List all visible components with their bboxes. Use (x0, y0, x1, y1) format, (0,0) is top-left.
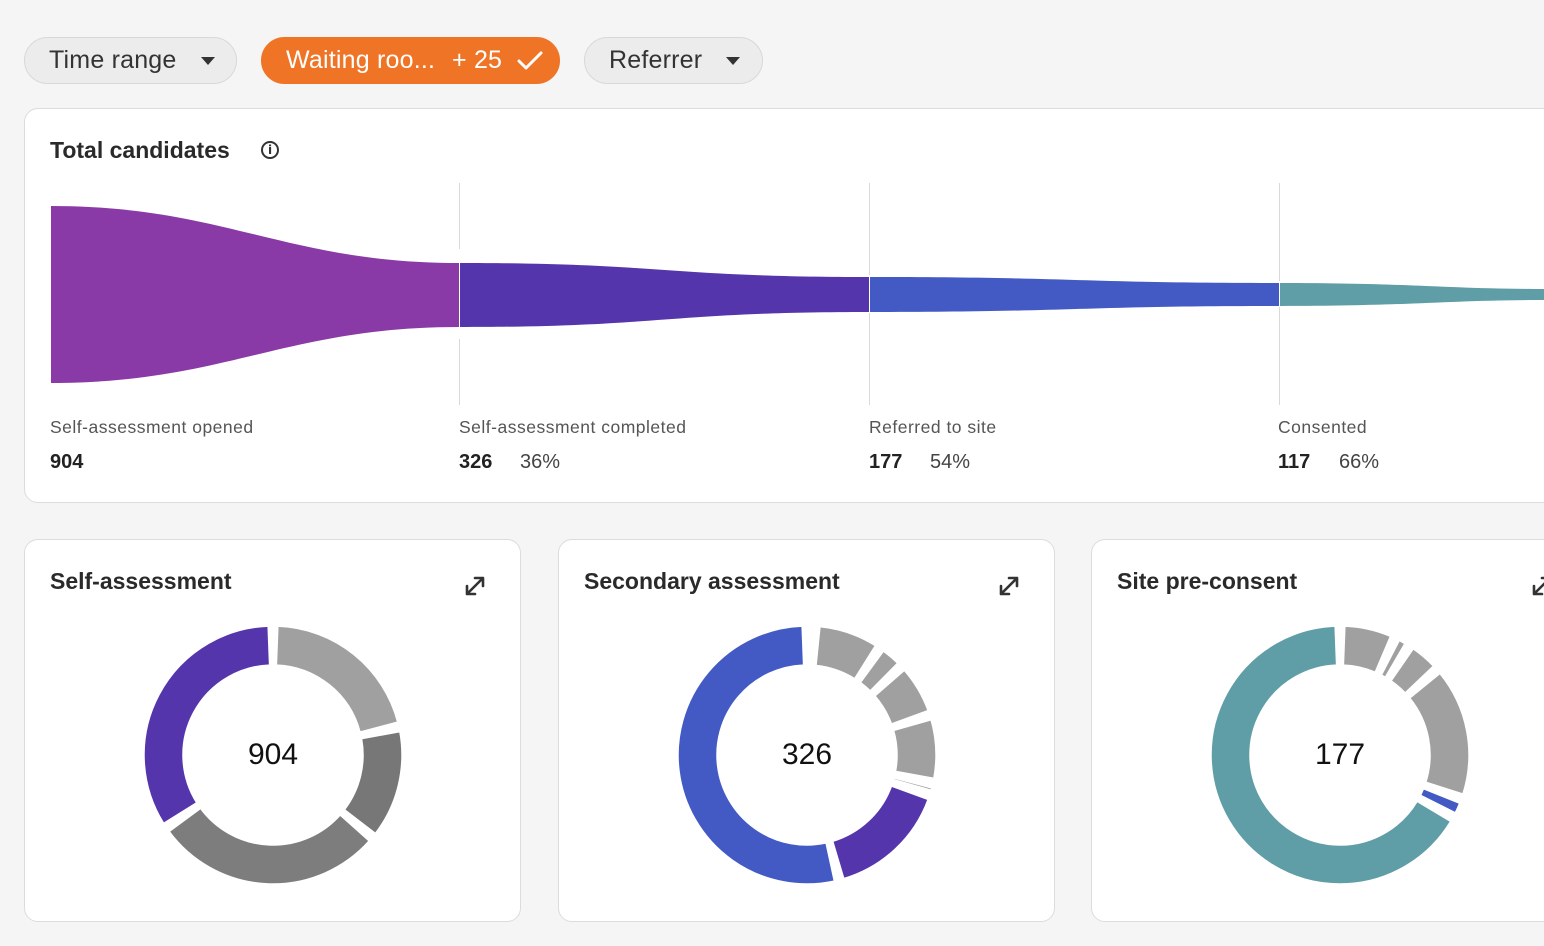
stage-percentage: 36% (520, 451, 561, 473)
referrer-filter[interactable]: Referrer (584, 37, 763, 84)
funnel-segment-opened (51, 206, 459, 383)
donut-total: 904 (247, 738, 299, 771)
donut-slice-2[interactable] (168, 807, 371, 885)
donut-slice-1[interactable] (343, 730, 403, 835)
funnel-segment-referred (870, 277, 1279, 312)
stage-count: 177 (869, 451, 903, 473)
funnel-chart (51, 183, 1544, 405)
donut-slice-1[interactable] (815, 625, 877, 680)
funnel-segment-consented (1280, 283, 1544, 306)
waiting-room-extra-count: + 25 (452, 46, 503, 74)
time-range-label: Time range (49, 46, 177, 74)
donut-chart (1210, 625, 1470, 885)
funnel-title: Total candidates (50, 137, 230, 163)
time-range-filter[interactable]: Time range (24, 37, 237, 84)
donut-slice-5[interactable] (1210, 625, 1452, 885)
stage-label: Consented (1278, 417, 1368, 437)
donut-slice-4[interactable] (892, 718, 937, 780)
site-pre-consent-card: Site pre-consent 177 (1091, 539, 1544, 922)
stage-percentage: 54% (930, 451, 971, 473)
stage-percentage: 66% (1339, 451, 1380, 473)
expand-icon[interactable] (1528, 572, 1544, 600)
expand-icon[interactable] (461, 572, 489, 600)
donut-slice-2[interactable] (1390, 647, 1435, 695)
donut-slice-4[interactable] (1419, 787, 1461, 814)
stage-count: 117 (1278, 451, 1311, 473)
donut-chart (143, 625, 403, 885)
expand-icon[interactable] (995, 572, 1023, 600)
stage-count: 326 (459, 451, 493, 473)
chevron-down-icon (201, 57, 215, 65)
donut-slice-3[interactable] (143, 625, 271, 825)
stage-label: Referred to site (869, 417, 997, 437)
card-title: Site pre-consent (1117, 568, 1298, 594)
self-assessment-card: Self-assessment 904 (24, 539, 521, 922)
stage-label: Self-assessment opened (50, 417, 254, 437)
card-title: Self-assessment (50, 568, 232, 594)
card-title: Secondary assessment (584, 568, 840, 594)
check-icon (517, 51, 543, 70)
donut-total: 177 (1314, 738, 1366, 771)
donut-total: 326 (781, 738, 833, 771)
waiting-room-filter[interactable]: Waiting roo... + 25 (261, 37, 560, 84)
donut-slice-1[interactable] (1380, 639, 1406, 679)
donut-slice-3[interactable] (873, 669, 930, 725)
donut-slice-7[interactable] (677, 625, 836, 885)
donut-slice-5[interactable] (892, 777, 933, 792)
donut-slice-0[interactable] (1342, 625, 1392, 674)
donut-slice-6[interactable] (831, 785, 930, 880)
donut-slice-3[interactable] (1408, 672, 1470, 796)
total-candidates-card: Total candidates i Self-assessment opene… (24, 108, 1544, 503)
stage-count: 904 (50, 451, 84, 473)
info-icon[interactable]: i (261, 141, 279, 159)
referrer-label: Referrer (609, 46, 703, 74)
waiting-room-label: Waiting roo... (286, 46, 436, 74)
funnel-segment-completed (460, 263, 869, 327)
donut-chart (677, 625, 937, 885)
chevron-down-icon (726, 57, 740, 65)
donut-slice-2[interactable] (859, 650, 899, 693)
donut-slice-0[interactable] (275, 625, 399, 733)
secondary-assessment-card: Secondary assessment 326 (558, 539, 1055, 922)
stage-label: Self-assessment completed (459, 417, 687, 437)
